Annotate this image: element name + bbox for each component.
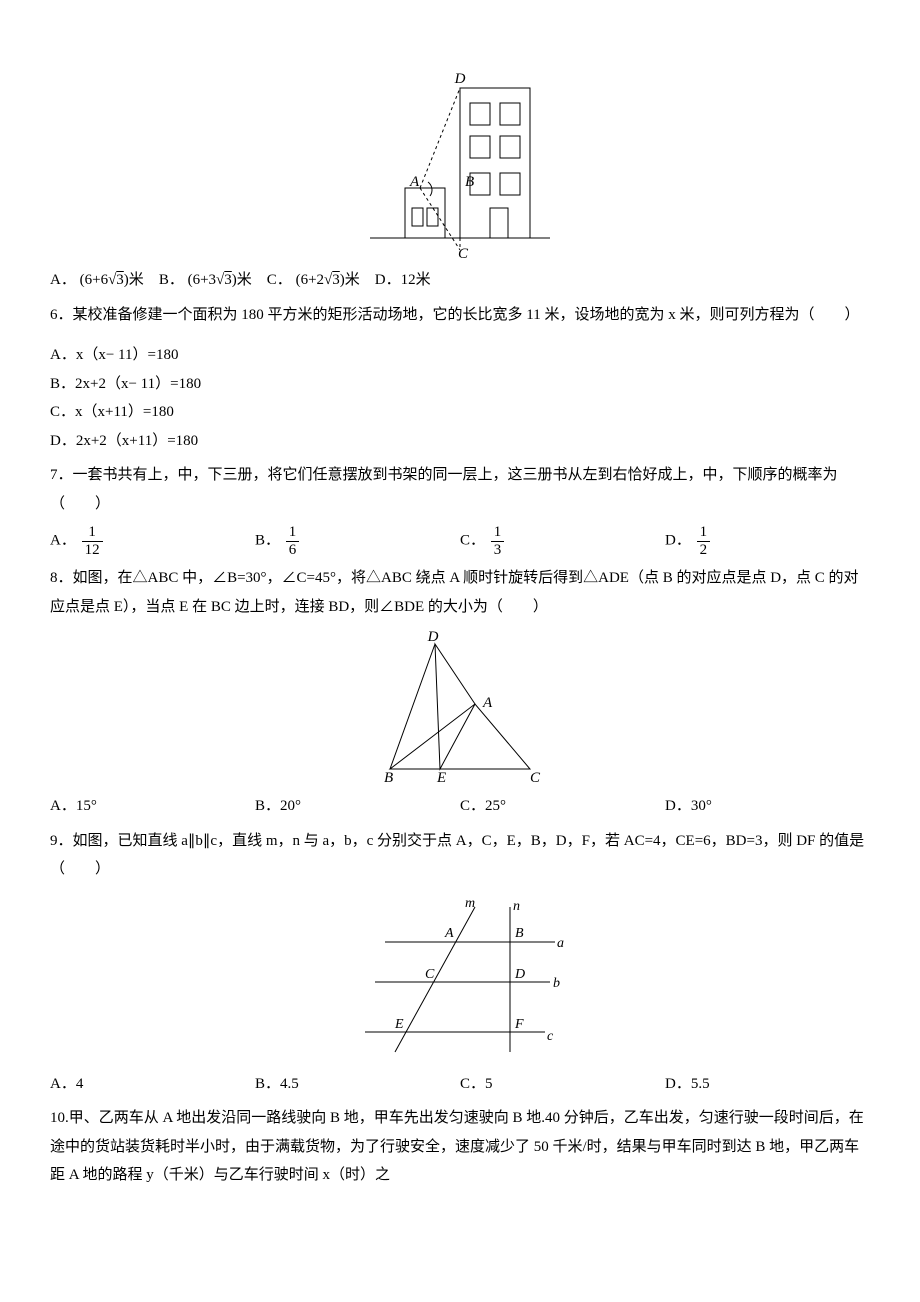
q8-label-B: B [384, 770, 393, 784]
q6-opt-A: A．x（x− 11）=180 [50, 341, 870, 370]
q7-opt-B: B． 16 [255, 524, 460, 558]
q5-opt-D: D．12米 [375, 272, 431, 288]
q7-stem: 7．一套书共有上，中，下三册，将它们任意摆放到书架的同一层上，这三册书从左到右恰… [50, 461, 870, 518]
q9-label-F: F [514, 1017, 524, 1032]
q7-opt-A: A． 112 [50, 524, 255, 558]
label-B: B [465, 174, 474, 190]
q6-opt-C: C．x（x+11）=180 [50, 398, 870, 427]
label-A: A [409, 174, 420, 190]
q7-opt-D: D． 12 [665, 524, 870, 558]
q9-opt-A: A．4 [50, 1070, 255, 1099]
q8-figure: D A B E C [50, 629, 870, 784]
q6-opt-B: B．2x+2（x− 11）=180 [50, 370, 870, 399]
q10-stem: 10.甲、乙两车从 A 地出发沿同一路线驶向 B 地，甲车先出发匀速驶向 B 地… [50, 1104, 870, 1190]
q9-label-A: A [444, 926, 454, 941]
q6-stem: 6．某校准备修建一个面积为 180 平方米的矩形活动场地，它的长比宽多 11 米… [50, 301, 870, 330]
q9-opt-B: B．4.5 [255, 1070, 460, 1099]
q8-label-A: A [482, 695, 493, 711]
q5-opt-C: C． (6+2√3)米 [267, 272, 364, 288]
q5-opt-A: A． (6+6√3)米 [50, 272, 148, 288]
q9-label-n: n [513, 899, 520, 914]
q9-label-D: D [514, 967, 525, 982]
q8-opt-A: A．15° [50, 792, 255, 821]
q9-label-b: b [553, 976, 560, 991]
q8-opt-B: B．20° [255, 792, 460, 821]
q5-options: A． (6+6√3)米 B． (6+3√3)米 C． (6+2√3)米 D．12… [50, 266, 870, 295]
label-C: C [458, 246, 469, 258]
q8-opt-C: C．25° [460, 792, 665, 821]
q7-opt-C: C． 13 [460, 524, 665, 558]
q9-label-a: a [557, 936, 564, 951]
q8-options: A．15° B．20° C．25° D．30° [50, 792, 870, 821]
q9-label-c: c [547, 1029, 554, 1044]
q5-figure: D A B C [50, 58, 870, 258]
q8-label-E: E [436, 770, 446, 784]
q9-label-E: E [394, 1017, 404, 1032]
q9-label-m: m [465, 896, 475, 911]
q7-options: A． 112 B． 16 C． 13 D． 12 [50, 524, 870, 558]
q8-label-D: D [427, 629, 439, 645]
label-D: D [454, 71, 466, 87]
q9-opt-D: D．5.5 [665, 1070, 870, 1099]
q6-opt-D: D．2x+2（x+11）=180 [50, 427, 870, 456]
q9-label-B: B [515, 926, 524, 941]
q9-options: A．4 B．4.5 C．5 D．5.5 [50, 1070, 870, 1099]
q8-stem: 8．如图，在△ABC 中，∠B=30°，∠C=45°，将△ABC 绕点 A 顺时… [50, 564, 870, 621]
q8-label-C: C [530, 770, 541, 784]
q9-stem: 9．如图，已知直线 a∥b∥c，直线 m，n 与 a，b，c 分别交于点 A，C… [50, 827, 870, 884]
q9-label-C: C [425, 967, 435, 982]
q9-figure: m n A B a C D b E F c [50, 892, 870, 1062]
q9-opt-C: C．5 [460, 1070, 665, 1099]
q8-opt-D: D．30° [665, 792, 870, 821]
q5-opt-B: B． (6+3√3)米 [159, 272, 256, 288]
